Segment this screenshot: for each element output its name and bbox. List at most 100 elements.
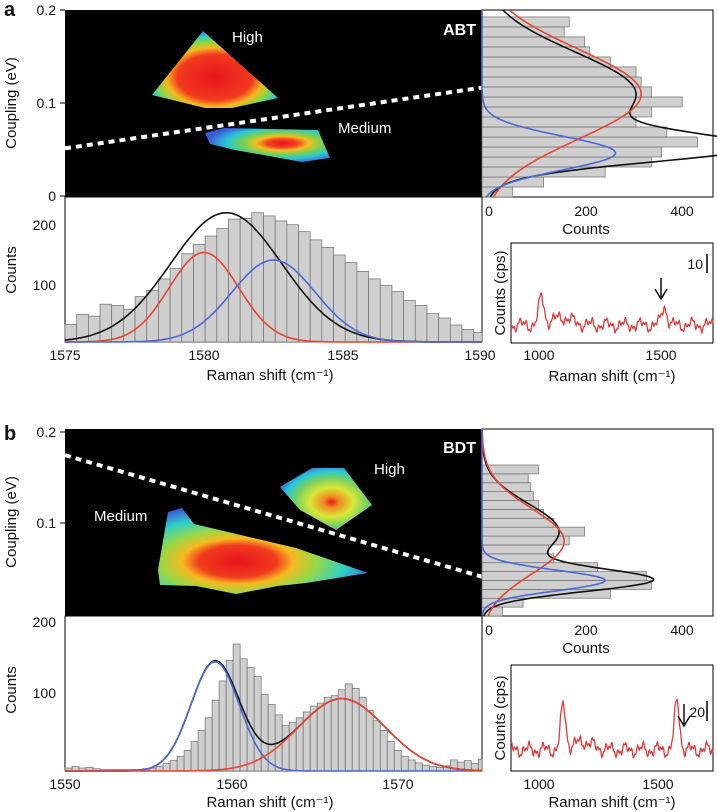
histogram-bar [473, 332, 483, 343]
fit-curve-medium [481, 429, 607, 617]
histogram-bar [414, 305, 428, 343]
histogram-bar [449, 324, 463, 343]
xtick-label: 1500 [642, 776, 673, 792]
ytick-label: 100 [33, 685, 57, 701]
ytick-label: 200 [33, 614, 57, 630]
ytick-label: 200 [33, 217, 57, 233]
heatmap-b-high-region [280, 468, 372, 530]
ylabel-spectrum-b: Counts (cps) [492, 675, 509, 760]
histogram-bar [253, 676, 262, 772]
histogram-bar [321, 247, 334, 343]
ytick-label: 100 [33, 277, 57, 293]
histogram-bar [461, 329, 475, 343]
ytick-label: 0.1 [37, 515, 57, 531]
arrow-a-icon [654, 288, 668, 301]
fit-curve-high [492, 9, 642, 198]
xtick-label: 0 [485, 622, 493, 638]
histogram-bar [481, 526, 586, 537]
heatmap-a-background [65, 10, 482, 197]
histogram-bar [365, 710, 374, 772]
heatmap-a-high-region [152, 31, 278, 108]
label-high-b: High [374, 461, 405, 478]
fit-curve-high [65, 697, 482, 772]
panel-letter-b: b [4, 423, 16, 445]
xlabel-counts-b: Counts [562, 640, 610, 657]
ylabel-counts-a: Counts [3, 246, 20, 294]
histogram-bar [183, 749, 192, 772]
histogram-bar [218, 680, 227, 772]
ylabel-coupling-b: Coupling (eV) [3, 476, 20, 568]
histogram-bar [298, 231, 311, 343]
histogram-bar [426, 313, 439, 343]
histogram-bar [379, 284, 393, 343]
histogram-bar [481, 544, 550, 555]
scale-label-a: 10 [687, 256, 703, 272]
histogram-bar [481, 156, 652, 168]
xlabel-spectrum-b: Raman shift (cm⁻¹) [548, 794, 675, 811]
histogram-bar [481, 146, 663, 158]
xtick-label: 200 [574, 203, 598, 219]
ylabel-spectrum-a: Counts (cps) [492, 250, 509, 335]
histogram-bar [481, 96, 683, 108]
xtick-label: 400 [670, 203, 694, 219]
side-histogram-b: 0 200 400 Counts [481, 428, 714, 657]
xlabel-raman-a: Raman shift (cm⁻¹) [206, 367, 333, 384]
spectrum-b-frame [510, 664, 714, 772]
heatmap-a-medium-region [205, 128, 330, 162]
xtick-label: 1575 [49, 347, 80, 363]
spectrum-inset-b: 20 1000 1500 Raman shift (cm⁻¹) Counts (… [492, 664, 714, 811]
ytick-label: 0.2 [37, 2, 57, 18]
histogram-bar [274, 220, 288, 343]
spectrum-a-frame [510, 242, 714, 344]
fit-curve-high [481, 428, 565, 617]
ytick-label: 0.1 [37, 95, 57, 111]
label-medium-a: Medium [338, 120, 391, 137]
label-high-a: High [232, 29, 263, 46]
histogram-bar [190, 741, 199, 772]
molecule-label-a: ABT [443, 22, 476, 39]
xtick-label: 1590 [464, 347, 495, 363]
histogram-bar [481, 86, 652, 98]
histogram-bar [344, 683, 353, 772]
panel-b: b High Medium BDT 0.2 0.1 Coupling (eV) … [3, 423, 714, 811]
xtick-label: 1570 [382, 776, 413, 792]
histogram-bar [176, 755, 185, 772]
histogram-bar [393, 749, 402, 772]
histogram-bar [169, 267, 183, 343]
histogram-bar [481, 126, 668, 138]
scale-label-b: 20 [689, 704, 705, 720]
panel-letter-a: a [4, 0, 16, 21]
heatmap-b-medium-region [158, 508, 368, 594]
histogram-bar [379, 730, 388, 772]
ylabel-coupling-a: Coupling (eV) [3, 57, 20, 149]
fit-curve-medium [481, 10, 617, 198]
label-medium-b: Medium [94, 508, 147, 525]
histogram-bar [323, 696, 332, 772]
xtick-label: 0 [485, 203, 493, 219]
histogram-bar [309, 239, 323, 343]
histogram-bar [337, 689, 346, 772]
histogram-bar [481, 491, 534, 501]
histogram-bar [481, 517, 555, 528]
xtick-label: 1550 [49, 776, 80, 792]
histogram-bar [134, 296, 148, 343]
xlabel-counts-a: Counts [562, 221, 610, 238]
histogram-bar [316, 702, 325, 772]
histogram-bar [169, 760, 178, 772]
xtick-label: 1000 [523, 776, 554, 792]
fit-curve-total [489, 9, 717, 198]
ylabel-counts-b: Counts [3, 666, 20, 714]
histogram-bar [232, 643, 241, 772]
histogram-bar [403, 300, 416, 343]
histogram-bar [162, 763, 171, 772]
histogram-bar [481, 473, 529, 484]
histogram-bar [204, 235, 218, 343]
xlabel-raman-b: Raman shift (cm⁻¹) [206, 794, 333, 811]
histogram-bar [333, 254, 346, 343]
xtick-label: 200 [574, 622, 598, 638]
bottom-histogram-a: 100 200 Counts 1575 1580 1585 1590 Raman… [3, 196, 496, 384]
histogram-bar [330, 695, 339, 772]
histogram-bar [477, 758, 483, 772]
side-histogram-a: 0 200 400 Counts [481, 9, 717, 238]
